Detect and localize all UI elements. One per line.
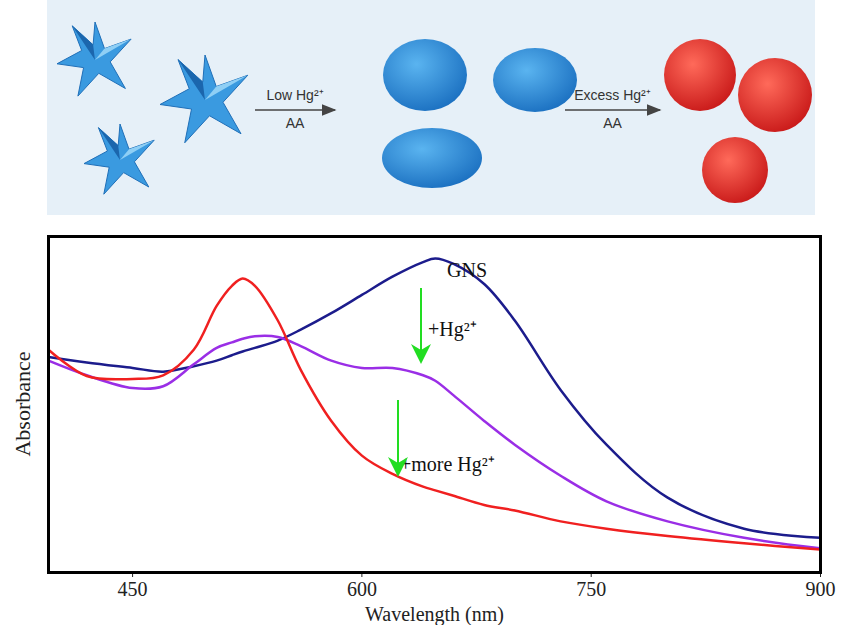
svg-text:Excess Hg²⁺: Excess Hg²⁺ <box>574 87 651 103</box>
svg-text:750: 750 <box>576 578 606 600</box>
svg-text:450: 450 <box>118 578 148 600</box>
svg-text:Absorbance: Absorbance <box>10 351 35 456</box>
svg-text:AA: AA <box>603 115 622 131</box>
svg-text:AA: AA <box>286 115 305 131</box>
svg-text:+Hg²⁺: +Hg²⁺ <box>428 318 477 341</box>
svg-text:Wavelength (nm): Wavelength (nm) <box>365 603 504 626</box>
svg-text:GNS: GNS <box>447 259 487 281</box>
svg-text:900: 900 <box>806 578 836 600</box>
svg-text:Low Hg²⁺: Low Hg²⁺ <box>266 87 323 103</box>
svg-text:+more Hg²⁺: +more Hg²⁺ <box>400 453 495 476</box>
svg-text:600: 600 <box>347 578 377 600</box>
